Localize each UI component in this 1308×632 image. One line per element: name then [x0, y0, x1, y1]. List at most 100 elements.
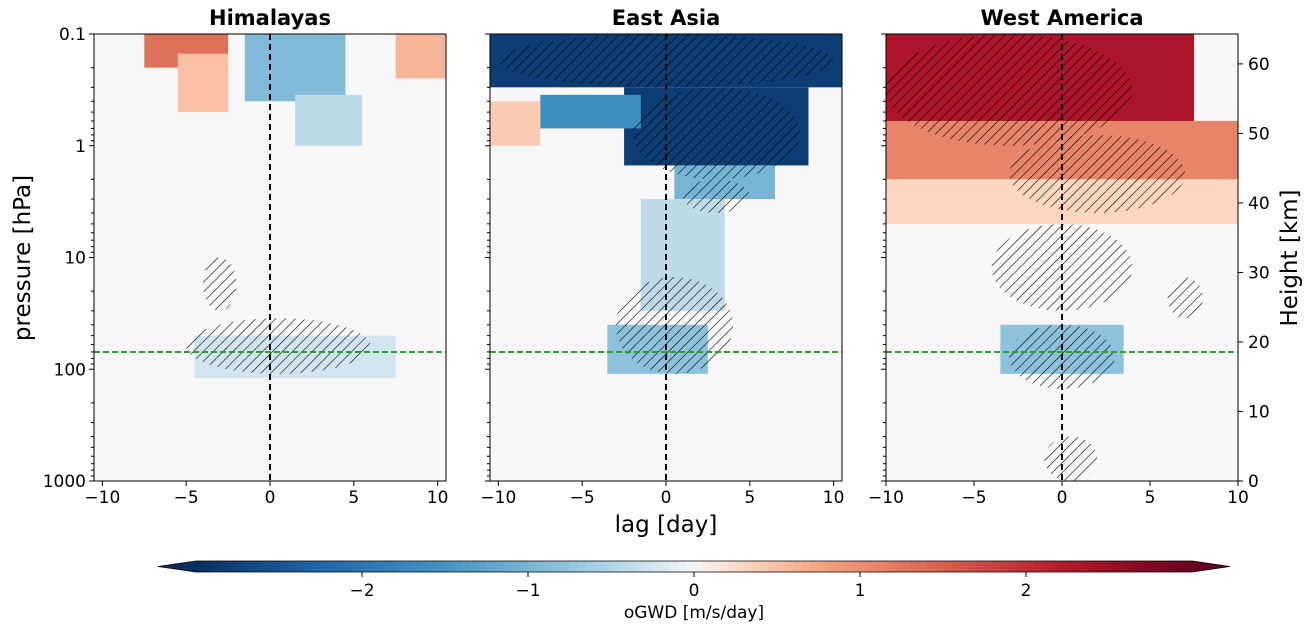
y-axis-label-pressure: pressure [hPa] [10, 175, 36, 341]
significance-hatch [498, 34, 834, 88]
colorbar-segment [652, 561, 662, 572]
colorbar-segment [1150, 561, 1160, 572]
colorbar-segment [1117, 561, 1127, 572]
colorbar-segment [1084, 561, 1093, 572]
colorbar-segment [760, 561, 770, 572]
colorbar-segment [378, 561, 388, 572]
colorbar-segment [395, 561, 405, 572]
colorbar-label: oGWD [m/s/day] [624, 603, 764, 623]
x-tick-label: 5 [348, 488, 359, 508]
colorbar-segment [826, 561, 836, 572]
colorbar-segment [220, 561, 230, 572]
colorbar-segment [934, 561, 944, 572]
colorbar-segment [1075, 561, 1085, 572]
colorbar-segment [1009, 561, 1019, 572]
height-tick-label: 10 [1248, 402, 1270, 422]
colorbar-segment [1109, 561, 1118, 572]
panel-east-asia: −10 −5 0 5 10 [480, 33, 845, 508]
colorbar-segment [801, 561, 811, 572]
colorbar-segment [420, 561, 429, 572]
colorbar-outline [157, 560, 1231, 573]
height-tick-label: 20 [1248, 333, 1270, 353]
colorbar-segment [619, 561, 629, 572]
colorbar-segment [768, 561, 778, 572]
heatmap-cell-block [177, 53, 229, 113]
colorbar-segment [992, 561, 1002, 572]
colorbar-segment [245, 561, 255, 572]
colorbar-segment [694, 561, 703, 572]
colorbar-segment [594, 561, 604, 572]
colorbar-segment [544, 561, 554, 572]
significance-hatch [615, 277, 734, 374]
significance-hatch [682, 179, 750, 214]
colorbar: −2 −1 0 1 2 [157, 560, 1231, 601]
colorbar-segment [1001, 561, 1010, 572]
y-tick-label: 0.1 [59, 25, 86, 45]
significance-hatch [1044, 436, 1098, 481]
y-tick-label: 1000 [43, 472, 86, 492]
x-tick-label: 5 [744, 488, 755, 508]
colorbar-segment [976, 561, 986, 572]
colorbar-segment [660, 561, 670, 572]
heatmap-cell-block [395, 34, 446, 79]
colorbar-segment [1042, 561, 1052, 572]
x-tick-label: 0 [661, 488, 672, 508]
colorbar-tick-label: 1 [855, 581, 866, 601]
colorbar-segment [611, 561, 620, 572]
colorbar-segment [901, 561, 911, 572]
colorbar-segment [1092, 561, 1102, 572]
colorbar-segment [793, 561, 803, 572]
x-tick-label: 10 [823, 488, 845, 508]
colorbar-segment [561, 561, 571, 572]
colorbar-segment [453, 561, 463, 572]
colorbar-segment [851, 561, 861, 572]
colorbar-segment [552, 561, 562, 572]
colorbar-tick-label: −1 [515, 581, 540, 601]
colorbar-segment [627, 561, 637, 572]
x-tick-label: −5 [570, 488, 595, 508]
colorbar-segment [1175, 561, 1185, 572]
colorbar-segment [328, 561, 338, 572]
colorbar-segment [337, 561, 346, 572]
colorbar-segment [586, 561, 595, 572]
colorbar-segment [984, 561, 994, 572]
colorbar-segment [287, 561, 297, 572]
colorbar-tick-label: 0 [689, 581, 700, 601]
colorbar-segment [868, 561, 878, 572]
panel-himalayas: −10 −5 0 5 10 0.1 1 10 100 1000 [43, 25, 449, 508]
height-tick-label: 0 [1248, 472, 1259, 492]
colorbar-tick-label: −2 [349, 581, 374, 601]
colorbar-segment [860, 561, 869, 572]
colorbar-segment [262, 561, 272, 572]
colorbar-segment [536, 561, 546, 572]
colorbar-segment [312, 561, 322, 572]
panel-title-west-america: West America [980, 6, 1143, 30]
colorbar-segment [752, 561, 761, 572]
colorbar-segment [569, 561, 579, 572]
colorbar-segment [785, 561, 795, 572]
colorbar-segment [362, 561, 371, 572]
colorbar-segment [926, 561, 936, 572]
colorbar-segment [818, 561, 828, 572]
heatmap-cell-block [490, 101, 541, 146]
colorbar-segment [893, 561, 903, 572]
significance-hatch [1009, 134, 1186, 214]
colorbar-segment [685, 561, 695, 572]
colorbar-segment [469, 561, 479, 572]
y-tick-label: 10 [64, 249, 86, 269]
colorbar-segment [669, 561, 678, 572]
colorbar-segment [1017, 561, 1027, 572]
colorbar-segment [461, 561, 471, 572]
x-tick-label: 0 [1057, 488, 1068, 508]
colorbar-segment [254, 561, 263, 572]
colorbar-segment [445, 561, 454, 572]
colorbar-segment [295, 561, 305, 572]
colorbar-segment [967, 561, 977, 572]
significance-hatch [886, 34, 1133, 146]
colorbar-tick-label: 2 [1021, 581, 1032, 601]
colorbar-segment [909, 561, 919, 572]
panel-title-east-asia: East Asia [612, 6, 721, 30]
colorbar-segment [1034, 561, 1044, 572]
height-tick-label: 30 [1248, 263, 1270, 283]
